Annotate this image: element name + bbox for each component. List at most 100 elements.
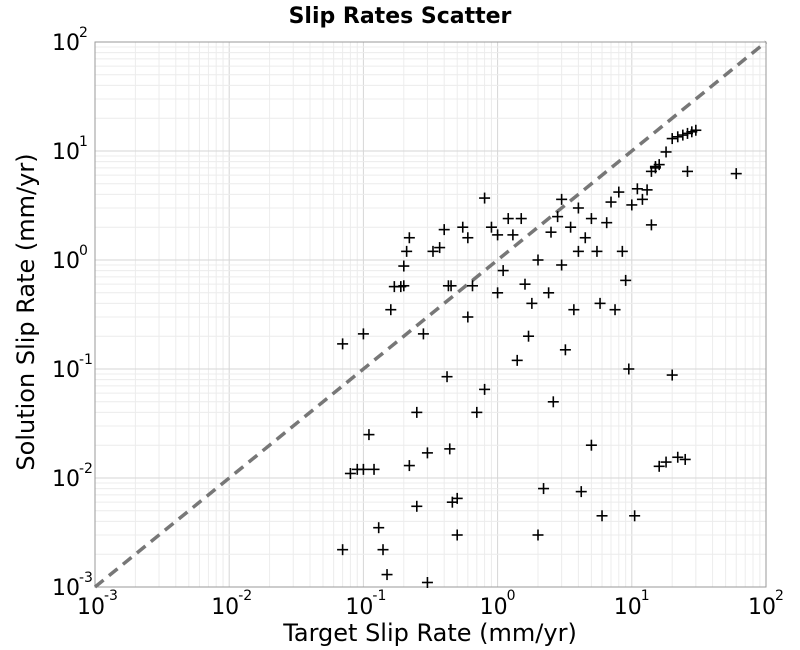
data-point xyxy=(666,369,678,381)
data-point xyxy=(438,224,450,236)
data-point xyxy=(444,443,456,455)
data-point xyxy=(556,259,568,271)
data-point xyxy=(502,213,514,225)
data-point xyxy=(401,245,413,257)
data-point xyxy=(538,483,550,495)
data-point xyxy=(609,304,621,316)
x-tick-exponent: 0 xyxy=(507,588,516,604)
chart-title: Slip Rates Scatter xyxy=(289,4,512,29)
data-point xyxy=(645,219,657,231)
data-point xyxy=(403,232,415,244)
data-point xyxy=(568,304,580,316)
data-point xyxy=(421,447,433,459)
data-point xyxy=(616,245,628,257)
data-point xyxy=(623,363,635,375)
data-point xyxy=(526,297,538,309)
data-point xyxy=(466,280,478,292)
data-point xyxy=(605,196,617,208)
y-tick-exponent: -2 xyxy=(79,461,93,477)
data-point xyxy=(730,168,742,180)
x-tick-exponent: 1 xyxy=(641,588,650,604)
y-tick-label: 10 xyxy=(52,358,80,383)
data-point xyxy=(579,232,591,244)
data-point xyxy=(641,184,653,196)
data-point xyxy=(565,221,577,233)
data-point xyxy=(545,226,557,238)
data-point xyxy=(434,242,446,254)
data-points xyxy=(337,124,742,588)
y-axis-label: Solution Slip Rate (mm/yr) xyxy=(12,153,40,470)
data-point xyxy=(585,439,597,451)
data-point xyxy=(629,510,641,522)
data-point xyxy=(457,221,469,233)
data-point xyxy=(523,330,535,342)
x-tick-label: 10 xyxy=(480,595,508,620)
data-point xyxy=(485,221,497,233)
x-tick-label: 10 xyxy=(77,595,105,620)
data-point xyxy=(613,186,625,198)
data-point xyxy=(532,529,544,541)
data-point xyxy=(462,311,474,323)
data-point xyxy=(519,278,531,290)
data-point xyxy=(337,338,349,350)
data-point xyxy=(653,460,665,472)
data-point xyxy=(556,193,568,205)
data-point xyxy=(585,213,597,225)
data-point xyxy=(552,211,564,223)
x-tick-exponent: -2 xyxy=(238,588,252,604)
data-point xyxy=(357,328,369,340)
data-point xyxy=(660,456,672,468)
data-point xyxy=(357,463,369,475)
data-point xyxy=(479,192,491,204)
data-point xyxy=(403,460,415,472)
y-tick-exponent: -3 xyxy=(79,570,93,586)
data-point xyxy=(471,406,483,418)
x-tick-label: 10 xyxy=(211,595,239,620)
data-point xyxy=(373,522,385,534)
data-point xyxy=(377,544,389,556)
x-axis-label: Target Slip Rate (mm/yr) xyxy=(282,619,577,647)
data-point xyxy=(672,451,684,463)
data-point xyxy=(575,486,587,498)
data-point xyxy=(601,217,613,229)
y-tick-label: 10 xyxy=(52,31,80,56)
data-point xyxy=(398,260,410,272)
y-tick-label: 10 xyxy=(52,140,80,165)
data-point xyxy=(344,467,356,479)
data-point xyxy=(479,383,491,395)
data-point xyxy=(507,229,519,241)
x-tick-label: 10 xyxy=(748,595,776,620)
y-tick-exponent: 1 xyxy=(79,134,88,150)
data-point xyxy=(572,245,584,257)
data-point xyxy=(492,229,504,241)
data-point xyxy=(441,371,453,383)
data-point xyxy=(532,254,544,266)
data-point xyxy=(645,165,657,177)
data-point xyxy=(677,129,689,141)
data-point xyxy=(636,193,648,205)
y-tick-label: 10 xyxy=(52,249,80,274)
data-point xyxy=(368,463,380,475)
data-point xyxy=(497,265,509,277)
data-point xyxy=(411,406,423,418)
data-point xyxy=(421,576,433,588)
plot-frame xyxy=(94,41,767,588)
data-point xyxy=(547,396,559,408)
y-tick-label: 10 xyxy=(52,576,80,601)
data-point xyxy=(398,280,410,292)
data-point xyxy=(620,274,632,286)
data-point xyxy=(462,232,474,244)
data-point xyxy=(417,328,429,340)
data-point xyxy=(572,202,584,214)
data-point xyxy=(427,245,439,257)
data-point xyxy=(492,287,504,299)
data-point xyxy=(666,133,678,145)
data-point xyxy=(395,281,407,293)
y-tick-exponent: 2 xyxy=(79,25,88,41)
data-point xyxy=(363,429,375,441)
data-point xyxy=(451,492,463,504)
y-tick-label: 10 xyxy=(52,467,80,492)
